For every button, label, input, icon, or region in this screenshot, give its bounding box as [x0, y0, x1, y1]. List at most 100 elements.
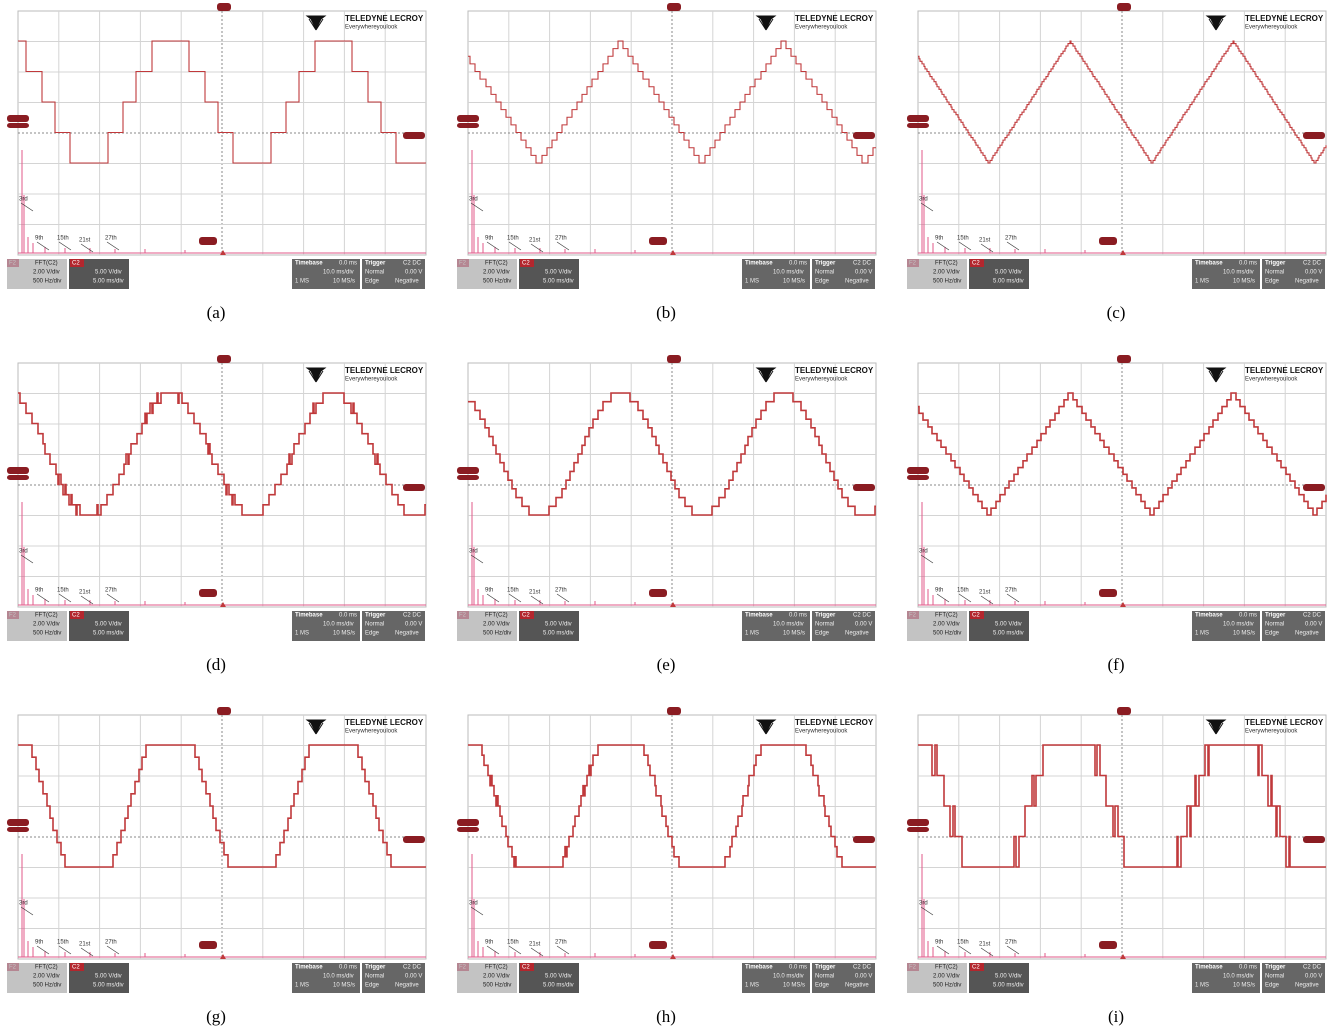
- harmonic-label: 27th: [555, 236, 567, 242]
- timebase-delay: 0.0 ms: [789, 613, 807, 619]
- trigger-type: Edge: [365, 983, 380, 989]
- trigger-slope: Negative: [1295, 279, 1319, 285]
- brand: TELEDYNE LECROY: [1245, 718, 1324, 727]
- tagline: Everywhereyoulook: [795, 729, 848, 735]
- marker-badge: [1303, 484, 1325, 491]
- timebase-label: Timebase: [1195, 261, 1223, 267]
- harmonic-label: 27th: [555, 940, 567, 946]
- channel-tag-text: C2: [72, 965, 80, 971]
- harmonic-label: 9th: [35, 940, 43, 946]
- harmonic-label: 27th: [105, 236, 117, 242]
- tagline: Everywhereyoulook: [1245, 729, 1298, 735]
- math-source: FFT(C2): [935, 613, 958, 619]
- channel-tag-text: C2: [522, 613, 530, 619]
- marker-badge: [853, 836, 875, 843]
- tagline: Everywhereyoulook: [795, 25, 848, 31]
- harmonic-label: 15th: [957, 588, 969, 594]
- trigger-label: Trigger: [815, 965, 836, 971]
- scope-panel: 3rd9th15th21st27thTELEDYNE LECROYEverywh…: [905, 3, 1327, 322]
- timebase-points: 1 MS: [1195, 631, 1209, 637]
- channel-hdiv: 5.00 ms/div: [993, 279, 1024, 285]
- harmonic-label: 9th: [935, 236, 943, 242]
- channel-vdiv: 5.00 V/div: [995, 974, 1022, 980]
- timebase-delay: 0.0 ms: [339, 261, 357, 267]
- marker-badge: [199, 941, 217, 949]
- harmonic-label: 9th: [35, 236, 43, 242]
- marker-badge: [907, 827, 929, 832]
- tagline: Everywhereyoulook: [1245, 25, 1298, 31]
- channel-tag-text: C2: [72, 261, 80, 267]
- timebase-div: 10.0 ms/div: [323, 974, 354, 980]
- harmonic-label: 9th: [485, 588, 493, 594]
- marker-badge: [1117, 3, 1131, 11]
- channel-tag-text: C2: [72, 613, 80, 619]
- harmonic-label: 21st: [529, 238, 541, 244]
- math-hdiv: 500 Hz/div: [33, 279, 61, 285]
- timebase-rate: 10 MS/s: [333, 631, 355, 637]
- trigger-type: Edge: [1265, 983, 1280, 989]
- trigger-slope: Negative: [395, 631, 419, 637]
- timebase-points: 1 MS: [745, 631, 759, 637]
- timebase-delay: 0.0 ms: [339, 613, 357, 619]
- harmonic-label: 3rd: [19, 901, 28, 907]
- channel-vdiv: 5.00 V/div: [545, 622, 572, 628]
- marker-badge: [457, 475, 479, 480]
- trigger-type: Edge: [365, 631, 380, 637]
- marker-badge: [457, 467, 479, 474]
- harmonic-label: 3rd: [919, 901, 928, 907]
- trigger-mode: Normal: [365, 270, 384, 276]
- timebase-label: Timebase: [1195, 965, 1223, 971]
- harmonic-label: 27th: [555, 588, 567, 594]
- harmonic-label: 3rd: [919, 549, 928, 555]
- channel-vdiv: 5.00 V/div: [95, 974, 122, 980]
- timebase-points: 1 MS: [745, 279, 759, 285]
- channel-tag-text: C2: [522, 261, 530, 267]
- caption: (g): [206, 1007, 226, 1026]
- trigger-level: 0.00 V: [855, 622, 872, 628]
- math-source: FFT(C2): [485, 613, 508, 619]
- trigger-label: Trigger: [815, 613, 836, 619]
- math-hdiv: 500 Hz/div: [933, 279, 961, 285]
- trigger-label: Trigger: [365, 613, 386, 619]
- trigger-type: Edge: [1265, 279, 1280, 285]
- caption: (c): [1107, 303, 1126, 322]
- harmonic-label: 9th: [485, 940, 493, 946]
- timebase-delay: 0.0 ms: [789, 965, 807, 971]
- trigger-slope: Negative: [845, 279, 869, 285]
- trigger-mode: Normal: [1265, 270, 1284, 276]
- marker-badge: [1099, 941, 1117, 949]
- trigger-slope: Negative: [1295, 983, 1319, 989]
- harmonic-label: 27th: [1005, 588, 1017, 594]
- trigger-type: Edge: [1265, 631, 1280, 637]
- caption: (f): [1108, 655, 1125, 674]
- trigger-slope: Negative: [395, 983, 419, 989]
- trigger-slope: Negative: [845, 983, 869, 989]
- channel-vdiv: 5.00 V/div: [545, 270, 572, 276]
- math-source: FFT(C2): [485, 261, 508, 267]
- harmonic-label: 21st: [979, 590, 991, 596]
- timebase-div: 10.0 ms/div: [773, 974, 804, 980]
- caption: (d): [206, 655, 226, 674]
- scope-panel: 3rd9th15th21st27thTELEDYNE LECROYEverywh…: [905, 355, 1327, 674]
- brand: TELEDYNE LECROY: [345, 14, 424, 23]
- math-hdiv: 500 Hz/div: [933, 631, 961, 637]
- scope-panel: 3rd9th15th21st27thTELEDYNE LECROYEverywh…: [455, 3, 877, 322]
- marker-badge: [457, 827, 479, 832]
- math-vdiv: 2.00 V/div: [933, 622, 960, 628]
- harmonic-label: 3rd: [919, 197, 928, 203]
- harmonic-label: 9th: [935, 940, 943, 946]
- channel-hdiv: 5.00 ms/div: [93, 279, 124, 285]
- harmonic-label: 3rd: [469, 197, 478, 203]
- caption: (h): [656, 1007, 676, 1026]
- harmonic-label: 3rd: [469, 901, 478, 907]
- trigger-channel: C2 DC: [1303, 613, 1322, 619]
- math-vdiv: 2.00 V/div: [483, 270, 510, 276]
- timebase-div: 10.0 ms/div: [773, 270, 804, 276]
- channel-vdiv: 5.00 V/div: [95, 270, 122, 276]
- math-vdiv: 2.00 V/div: [933, 270, 960, 276]
- marker-badge: [199, 237, 217, 245]
- timebase-rate: 10 MS/s: [1233, 983, 1255, 989]
- scope-panel: 3rd9th15th21st27thTELEDYNE LECROYEverywh…: [5, 3, 427, 322]
- scope-panel: 3rd9th15th21st27thTELEDYNE LECROYEverywh…: [905, 707, 1327, 1026]
